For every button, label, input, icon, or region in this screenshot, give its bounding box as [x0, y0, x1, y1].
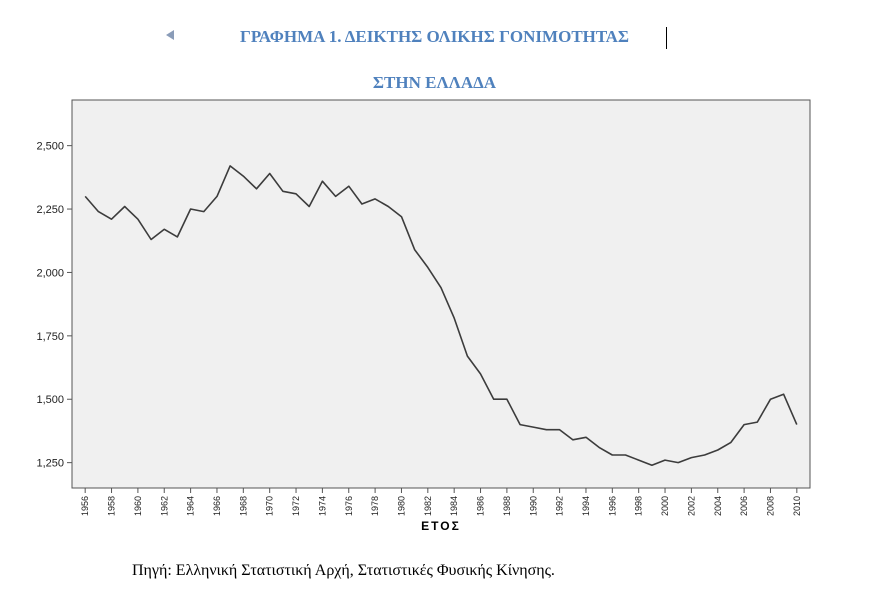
navigation-arrow-icon: [166, 30, 174, 40]
x-tick-label: 1964: [186, 496, 196, 516]
x-tick-label: 1972: [291, 496, 301, 516]
x-tick-label: 2008: [765, 496, 775, 516]
x-tick-label: 1968: [238, 496, 248, 516]
x-tick-label: 1982: [423, 496, 433, 516]
y-axis: 1,250 1,500 1,750 2,000 2,250 2,500: [36, 141, 72, 470]
x-axis: 1956 1958 1960 1962 1964 1966 1968 1970 1972 1974…: [80, 488, 802, 516]
x-tick-label: 2002: [686, 496, 696, 516]
y-tick-label: 2,250: [36, 204, 64, 216]
x-tick-label: 1986: [476, 496, 486, 516]
x-axis-label: ΕΤΟΣ: [421, 519, 461, 533]
x-tick-label: 1978: [370, 496, 380, 516]
fertility-rate-line: [84, 165, 798, 466]
y-tick-label: 1,750: [36, 331, 64, 343]
y-tick-label: 2,500: [36, 141, 64, 153]
x-tick-label: 1992: [555, 496, 565, 516]
x-tick-label: 2010: [792, 496, 802, 516]
x-tick-label: 2006: [739, 496, 749, 516]
y-tick-label: 1,250: [36, 458, 64, 470]
x-tick-label: 1976: [344, 496, 354, 516]
x-tick-label: 1958: [107, 496, 117, 516]
text-cursor: [666, 27, 667, 49]
y-tick-label: 1,500: [36, 394, 64, 406]
plot-area: [71, 99, 811, 489]
chart-title-line2: ΣΤΗΝ ΕΛΛΑΔΑ: [372, 73, 497, 92]
x-tick-label: 1994: [581, 496, 591, 516]
chart-title-line1: ΓΡΑΦΗΜΑ 1. ΔΕΙΚΤΗΣ ΟΛΙΚΗΣ ΓΟΝΙΜΟΤΗΤΑΣ: [240, 27, 629, 46]
x-tick-label: 1998: [634, 496, 644, 516]
x-tick-label: 1956: [80, 496, 90, 516]
y-tick-label: 2,000: [36, 267, 64, 279]
x-tick-label: 1996: [607, 496, 617, 516]
x-tick-label: 1962: [159, 496, 169, 516]
x-tick-label: 1984: [449, 496, 459, 516]
source-note: Πηγή: Ελληνική Στατιστική Αρχή, Στατιστι…: [132, 562, 555, 579]
x-tick-label: 2004: [713, 496, 723, 516]
x-tick-label: 1980: [396, 496, 406, 516]
x-tick-label: 1990: [528, 496, 538, 516]
x-tick-label: 1960: [133, 496, 143, 516]
x-tick-label: 1988: [502, 496, 512, 516]
x-tick-label: 2000: [660, 496, 670, 516]
x-tick-label: 1966: [212, 496, 222, 516]
x-tick-label: 1974: [317, 496, 327, 516]
x-tick-label: 1970: [265, 496, 275, 516]
